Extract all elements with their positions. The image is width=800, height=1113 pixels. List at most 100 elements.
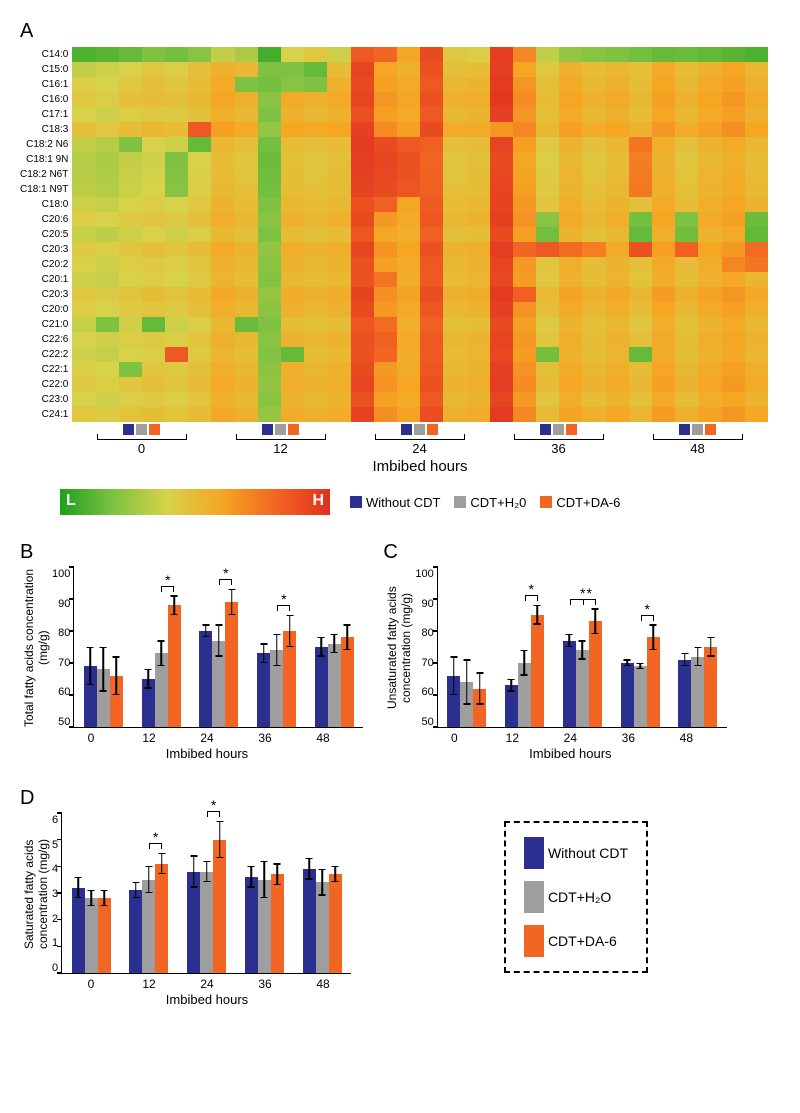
heatmap-cell	[698, 407, 721, 422]
heatmap-cell	[722, 332, 745, 347]
heatmap-cell	[443, 77, 466, 92]
ytick-label: 1	[52, 937, 58, 949]
heatmap-cell	[258, 107, 281, 122]
heatmap-cell	[165, 197, 188, 212]
legend-swatch	[524, 837, 544, 869]
heatmap-cell	[258, 212, 281, 227]
heatmap-cell	[582, 137, 605, 152]
heatmap-cell	[235, 362, 258, 377]
heatmap-cell	[165, 227, 188, 242]
heatmap-cell	[513, 107, 536, 122]
heatmap-cell	[443, 317, 466, 332]
bar	[168, 605, 181, 727]
heatmap-cell	[698, 332, 721, 347]
heatmap-cell	[582, 212, 605, 227]
xtick-label: 0	[425, 731, 483, 745]
heatmap-cell	[582, 287, 605, 302]
error-bar	[347, 625, 349, 651]
heatmap-cell	[351, 92, 374, 107]
heatmap-cell	[281, 137, 304, 152]
legend-label: Without CDT	[366, 495, 440, 510]
heatmap-cell	[490, 137, 513, 152]
heatmap-cell	[698, 362, 721, 377]
heatmap-cell	[490, 347, 513, 362]
heatmap-cell	[235, 317, 258, 332]
ytick-label: 60	[52, 686, 70, 698]
heatmap-cell	[745, 197, 768, 212]
heatmap-cell	[467, 167, 490, 182]
heatmap-cell	[559, 407, 582, 422]
heatmap-cell	[165, 272, 188, 287]
heatmap-row	[72, 137, 768, 152]
heatmap-cell	[443, 272, 466, 287]
heatmap-cell	[374, 92, 397, 107]
bar-wrap	[315, 647, 328, 727]
heatmap-cell	[582, 182, 605, 197]
error-bar	[231, 589, 233, 615]
heatmap-cell	[698, 287, 721, 302]
heatmap-cell	[652, 227, 675, 242]
heatmap-cell	[629, 377, 652, 392]
ytick-label: 70	[415, 657, 433, 669]
heatmap-cell	[420, 92, 443, 107]
legend-swatch	[454, 496, 466, 508]
bar-group	[74, 666, 132, 727]
heatmap-ylabel: C18:0	[20, 197, 68, 212]
error-bar	[90, 647, 92, 685]
heatmap-cell	[582, 92, 605, 107]
heatmap-cell	[211, 212, 234, 227]
bar-wrap	[168, 605, 181, 727]
heatmap-cell	[258, 347, 281, 362]
heatmap-cell	[513, 77, 536, 92]
heatmap-cell	[165, 392, 188, 407]
heatmap-cell	[490, 62, 513, 77]
heatmap-cell	[235, 302, 258, 317]
heatmap-cell	[420, 77, 443, 92]
heatmap-cell	[397, 362, 420, 377]
heatmap-cell	[722, 377, 745, 392]
legend-label: Without CDT	[548, 845, 628, 861]
heatmap-cell	[467, 77, 490, 92]
heatmap-cell	[490, 332, 513, 347]
heatmap-cell	[281, 257, 304, 272]
heatmap-cell	[374, 407, 397, 422]
heatmap-ylabel: C17:1	[20, 107, 68, 122]
heatmap-cell	[536, 92, 559, 107]
heatmap-cell	[722, 212, 745, 227]
error-bar	[264, 861, 266, 898]
heatmap-cell	[606, 242, 629, 257]
heatmap-cell	[351, 392, 374, 407]
error-bar	[219, 821, 221, 858]
heatmap-cell	[698, 227, 721, 242]
heatmap-cell	[722, 107, 745, 122]
heatmap-cell	[96, 272, 119, 287]
heatmap-cell	[467, 302, 490, 317]
ytick-label: 80	[52, 627, 70, 639]
heatmap-cell	[745, 272, 768, 287]
heatmap-row	[72, 227, 768, 242]
heatmap-cell	[72, 257, 95, 272]
error-bar	[206, 861, 208, 882]
error-bar	[148, 866, 150, 893]
heatmap-cell	[142, 92, 165, 107]
heatmap-cell	[235, 137, 258, 152]
sig-star: *	[165, 572, 170, 588]
heatmap-xgroups: 012243648	[72, 424, 780, 456]
heatmap-cell	[258, 182, 281, 197]
heatmap-cell	[559, 77, 582, 92]
heatmap-cell	[258, 272, 281, 287]
heatmap-cell	[420, 197, 443, 212]
heatmap-cell	[652, 362, 675, 377]
heatmap-cell	[327, 332, 350, 347]
bar-wrap	[85, 898, 98, 973]
heatmap-cell	[467, 137, 490, 152]
heatmap-cell	[281, 242, 304, 257]
heatmap-cell	[675, 167, 698, 182]
heatmap-cell	[513, 47, 536, 62]
heatmap-cell	[629, 362, 652, 377]
heatmap-cell	[327, 317, 350, 332]
heatmap-cell	[211, 257, 234, 272]
xtick-label: 36	[599, 731, 657, 745]
heatmap-cell	[536, 107, 559, 122]
heatmap-cell	[211, 332, 234, 347]
